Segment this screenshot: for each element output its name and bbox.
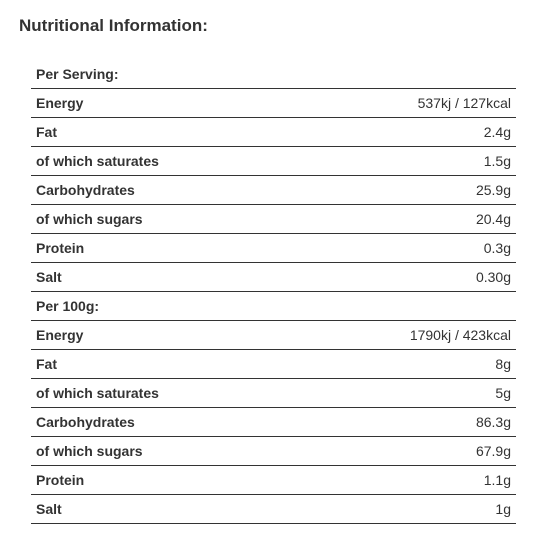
- nutrient-value: 1.1g: [483, 472, 511, 488]
- nutrient-label: of which saturates: [36, 153, 159, 169]
- nutrient-label: Carbohydrates: [36, 182, 135, 198]
- table-row: Protein 0.3g: [31, 234, 516, 263]
- nutrient-label: of which sugars: [36, 443, 143, 459]
- nutrient-value: 25.9g: [475, 182, 511, 198]
- table-row: Energy 537kj / 127kcal: [31, 89, 516, 118]
- nutrient-value: 86.3g: [475, 414, 511, 430]
- nutrient-value: 0.30g: [475, 269, 511, 285]
- nutrient-label: Fat: [36, 124, 57, 140]
- nutrient-value: 1g: [495, 501, 511, 517]
- nutrition-table: Per Serving: Energy 537kj / 127kcal Fat …: [31, 60, 516, 524]
- page-title: Nutritional Information:: [19, 16, 208, 35]
- table-row: Salt 0.30g: [31, 263, 516, 292]
- nutrient-value: 2.4g: [483, 124, 511, 140]
- nutrient-label: Protein: [36, 472, 85, 488]
- section-header-per-100g: Per 100g:: [31, 292, 516, 321]
- table-row: Carbohydrates 25.9g: [31, 176, 516, 205]
- table-row: of which sugars 67.9g: [31, 437, 516, 466]
- table-row: of which saturates 1.5g: [31, 147, 516, 176]
- section-title: Per Serving:: [36, 66, 119, 82]
- nutrient-value: 537kj / 127kcal: [417, 95, 511, 111]
- table-row: Protein 1.1g: [31, 466, 516, 495]
- nutrient-value: 0.3g: [483, 240, 511, 256]
- table-row: Fat 8g: [31, 350, 516, 379]
- table-row: of which sugars 20.4g: [31, 205, 516, 234]
- nutrient-value: 8g: [495, 356, 511, 372]
- nutrient-value: 20.4g: [475, 211, 511, 227]
- section-title: Per 100g:: [36, 298, 100, 314]
- nutrient-value: 5g: [495, 385, 511, 401]
- nutrient-label: Energy: [36, 327, 84, 343]
- nutrient-label: Energy: [36, 95, 84, 111]
- nutrient-label: Protein: [36, 240, 85, 256]
- nutrient-label: of which saturates: [36, 385, 159, 401]
- nutrient-label: Salt: [36, 269, 62, 285]
- nutrient-label: Carbohydrates: [36, 414, 135, 430]
- section-header-per-serving: Per Serving:: [31, 60, 516, 89]
- nutrient-label: Fat: [36, 356, 57, 372]
- nutrient-value: 67.9g: [475, 443, 511, 459]
- table-row: of which saturates 5g: [31, 379, 516, 408]
- table-row: Salt 1g: [31, 495, 516, 524]
- nutrient-value: 1790kj / 423kcal: [409, 327, 511, 343]
- nutrient-label: of which sugars: [36, 211, 143, 227]
- table-row: Carbohydrates 86.3g: [31, 408, 516, 437]
- nutrient-value: 1.5g: [483, 153, 511, 169]
- table-row: Energy 1790kj / 423kcal: [31, 321, 516, 350]
- nutrient-label: Salt: [36, 501, 62, 517]
- table-row: Fat 2.4g: [31, 118, 516, 147]
